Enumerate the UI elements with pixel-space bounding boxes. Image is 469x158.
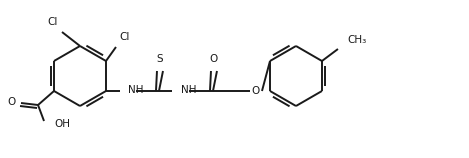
Text: Cl: Cl: [120, 32, 130, 42]
Text: O: O: [8, 97, 16, 107]
Text: O: O: [252, 86, 260, 96]
Text: O: O: [210, 54, 218, 64]
Text: CH₃: CH₃: [347, 35, 366, 45]
Text: NH: NH: [181, 85, 197, 95]
Text: Cl: Cl: [48, 17, 58, 27]
Text: OH: OH: [54, 119, 70, 129]
Text: S: S: [157, 54, 163, 64]
Text: NH: NH: [128, 85, 144, 95]
